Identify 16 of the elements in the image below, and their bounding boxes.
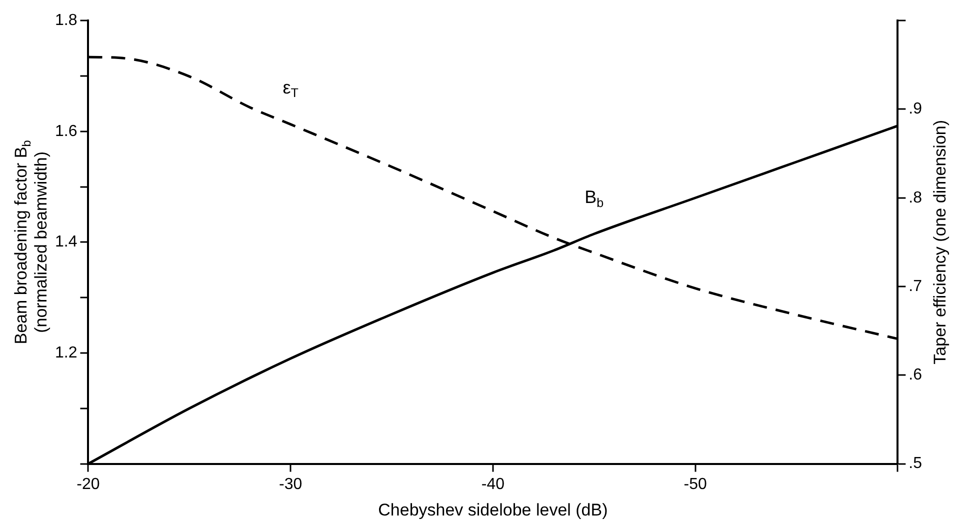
- y2-axis-title: Taper efficiency (one dimension): [930, 120, 950, 364]
- x-tick-label: -30: [279, 476, 302, 493]
- y2-tick-label: .6: [908, 366, 922, 384]
- y2-tick-label: .8: [908, 189, 922, 206]
- x-tick-label: -20: [76, 476, 100, 493]
- y2-tick-label: .9: [908, 100, 922, 118]
- y-axis-title: Beam broadening factor Bb (normalized beamwidth): [12, 140, 51, 344]
- y-tick-label: 1.8: [54, 12, 78, 30]
- y-tick-label: 1.4: [54, 234, 78, 251]
- y-tick-label: 1.2: [54, 344, 78, 362]
- x-tick-label: -50: [684, 476, 707, 493]
- y2-tick-label: .5: [908, 455, 922, 472]
- x-axis-title: Chebyshev sidelobe level (dB): [378, 500, 608, 520]
- y2-tick-label: .7: [908, 278, 922, 295]
- y-tick-label: 1.6: [54, 122, 78, 140]
- x-tick-label: -40: [481, 476, 505, 493]
